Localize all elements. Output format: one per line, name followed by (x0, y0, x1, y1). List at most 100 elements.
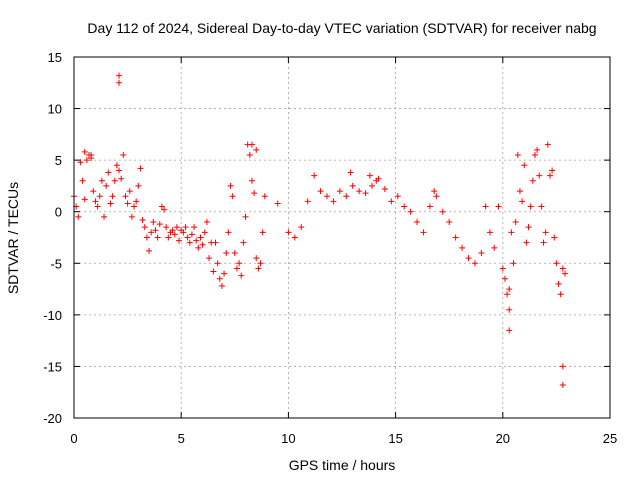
data-point (420, 229, 427, 236)
data-point (381, 186, 388, 193)
data-point (527, 203, 534, 210)
data-point (394, 193, 401, 200)
data-point (504, 291, 511, 298)
data-point (248, 177, 255, 184)
data-point (542, 229, 549, 236)
data-point (523, 239, 530, 246)
data-point (465, 255, 472, 262)
data-point (203, 219, 210, 226)
data-point (298, 224, 305, 231)
data-point (414, 219, 421, 226)
data-point (482, 203, 489, 210)
data-point (137, 165, 144, 172)
data-point (120, 151, 127, 158)
data-point (227, 182, 234, 189)
data-point (557, 291, 564, 298)
data-point (214, 260, 221, 267)
data-point (180, 229, 187, 236)
data-point (77, 159, 84, 166)
data-point (171, 231, 178, 238)
data-point (141, 224, 148, 231)
data-point (255, 265, 262, 272)
data-point (169, 227, 176, 234)
data-point (113, 162, 120, 169)
data-point (510, 260, 517, 267)
y-tick-label: 0 (55, 205, 62, 220)
data-point (499, 265, 506, 272)
data-point (195, 244, 202, 251)
data-point (257, 260, 264, 267)
data-point (197, 234, 204, 241)
data-point (154, 234, 161, 241)
data-points (71, 72, 568, 388)
data-point (90, 188, 97, 195)
data-point (218, 282, 225, 289)
data-point (356, 188, 363, 195)
data-point (495, 203, 502, 210)
data-point (439, 208, 446, 215)
data-point (459, 244, 466, 251)
data-point (81, 148, 88, 155)
data-point (240, 239, 247, 246)
data-point (512, 219, 519, 226)
data-point (193, 237, 200, 244)
data-point (431, 188, 438, 195)
data-point (158, 203, 165, 210)
data-point (122, 193, 129, 200)
data-point (111, 177, 118, 184)
y-axis-label: SDTVAR / TECUs (5, 182, 21, 294)
data-point (401, 203, 408, 210)
data-point (210, 268, 217, 275)
data-point (486, 229, 493, 236)
data-point (323, 193, 330, 200)
x-tick-label: 10 (281, 431, 295, 446)
data-point (184, 234, 191, 241)
data-point (182, 224, 189, 231)
data-point (330, 198, 337, 205)
data-point (549, 167, 556, 174)
plot-frame (73, 56, 611, 419)
data-point (446, 219, 453, 226)
data-point (88, 151, 95, 158)
data-point (188, 231, 195, 238)
data-point (536, 172, 543, 179)
data-point (433, 193, 440, 200)
data-point (246, 151, 253, 158)
data-point (212, 239, 219, 246)
data-point (519, 198, 526, 205)
data-point (525, 224, 532, 231)
data-point (148, 229, 155, 236)
data-point (546, 172, 553, 179)
data-point (336, 188, 343, 195)
data-point (107, 200, 114, 207)
data-point (311, 172, 318, 179)
data-point (553, 260, 560, 267)
data-point (559, 381, 566, 388)
data-point (133, 198, 140, 205)
chart-title: Day 112 of 2024, Sidereal Day-to-day VTE… (87, 20, 596, 36)
data-point (118, 175, 125, 182)
data-point (471, 260, 478, 267)
data-point (506, 286, 513, 293)
data-point (221, 270, 228, 277)
data-point (259, 229, 266, 236)
y-tick-label: -5 (50, 256, 62, 271)
data-point (291, 234, 298, 241)
y-tick-label: 5 (55, 153, 62, 168)
data-point (285, 229, 292, 236)
data-point (96, 193, 103, 200)
data-point (253, 255, 260, 262)
data-point (538, 203, 545, 210)
y-tick-label: 10 (48, 102, 62, 117)
data-point (407, 208, 414, 215)
data-point (101, 213, 108, 220)
data-point (165, 234, 172, 241)
data-point (529, 177, 536, 184)
data-point (75, 213, 82, 220)
data-point (559, 363, 566, 370)
data-point (349, 182, 356, 189)
data-point (191, 224, 198, 231)
data-point (343, 193, 350, 200)
data-point (116, 72, 123, 79)
x-axis-label: GPS time / hours (289, 457, 396, 473)
